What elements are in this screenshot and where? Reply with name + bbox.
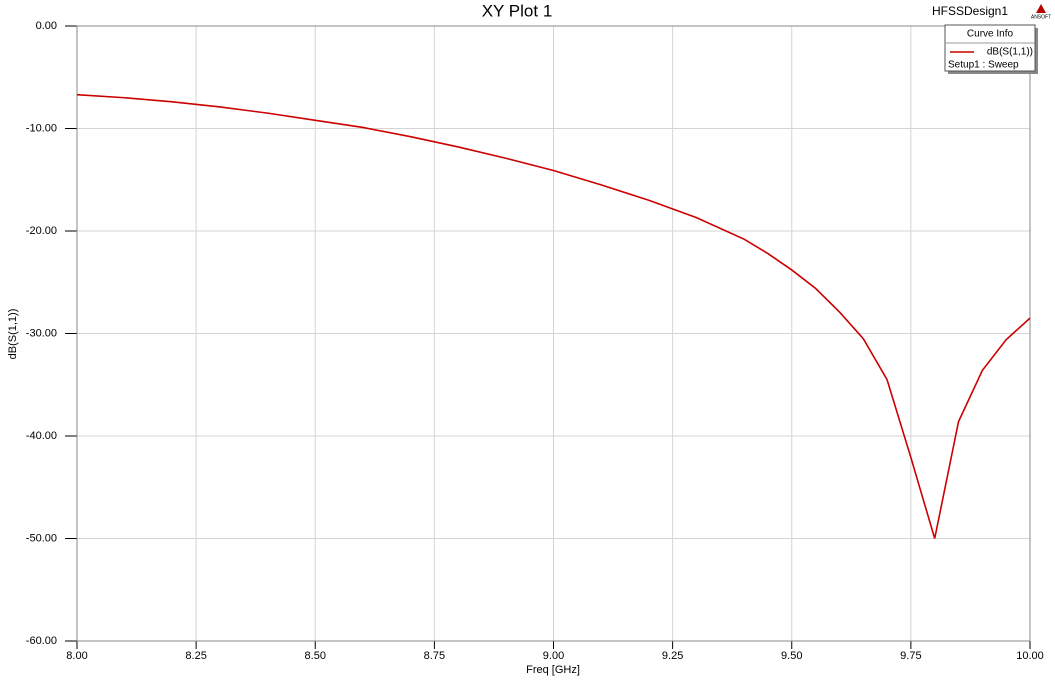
x-tick-label: 9.75 [900,650,921,662]
x-axis-label: Freq [GHz] [526,664,580,676]
legend-solution: Setup1 : Sweep [948,60,1019,71]
legend: Curve Info dB(S(1,1)) Setup1 : Sweep [944,24,1038,74]
x-tick-label: 8.50 [305,650,326,662]
logo-icon [1036,4,1046,13]
y-tick-label: -30.00 [26,327,57,339]
legend-label: dB(S(1,1)) [987,47,1033,58]
logo-text: ANSOFT [1031,14,1051,20]
legend-box [944,24,1036,72]
x-tick-label: 8.25 [185,650,206,662]
x-tick-label: 9.50 [781,650,802,662]
legend-title: Curve Info [967,29,1014,40]
x-tick-label: 10.00 [1016,650,1044,662]
x-tick-label: 9.00 [543,650,564,662]
data-line [76,93,1031,539]
y-tick-label: -40.00 [26,430,57,442]
chart-title: XY Plot 1 [482,1,553,20]
y-axis-label: dB(S(1,1)) [7,309,19,360]
x-tick-label: 9.25 [662,650,683,662]
y-tick-label: -50.00 [26,532,57,544]
y-tick-label: -60.00 [26,635,57,647]
y-tick-label: -20.00 [26,225,57,237]
x-tick-label: 8.00 [66,650,87,662]
y-tick-label: 0.00 [36,20,57,32]
design-name: HFSSDesign1 [932,4,1008,18]
y-tick-label: -10.00 [26,122,57,134]
plot-border [76,25,1031,642]
x-tick-label: 8.75 [424,650,445,662]
